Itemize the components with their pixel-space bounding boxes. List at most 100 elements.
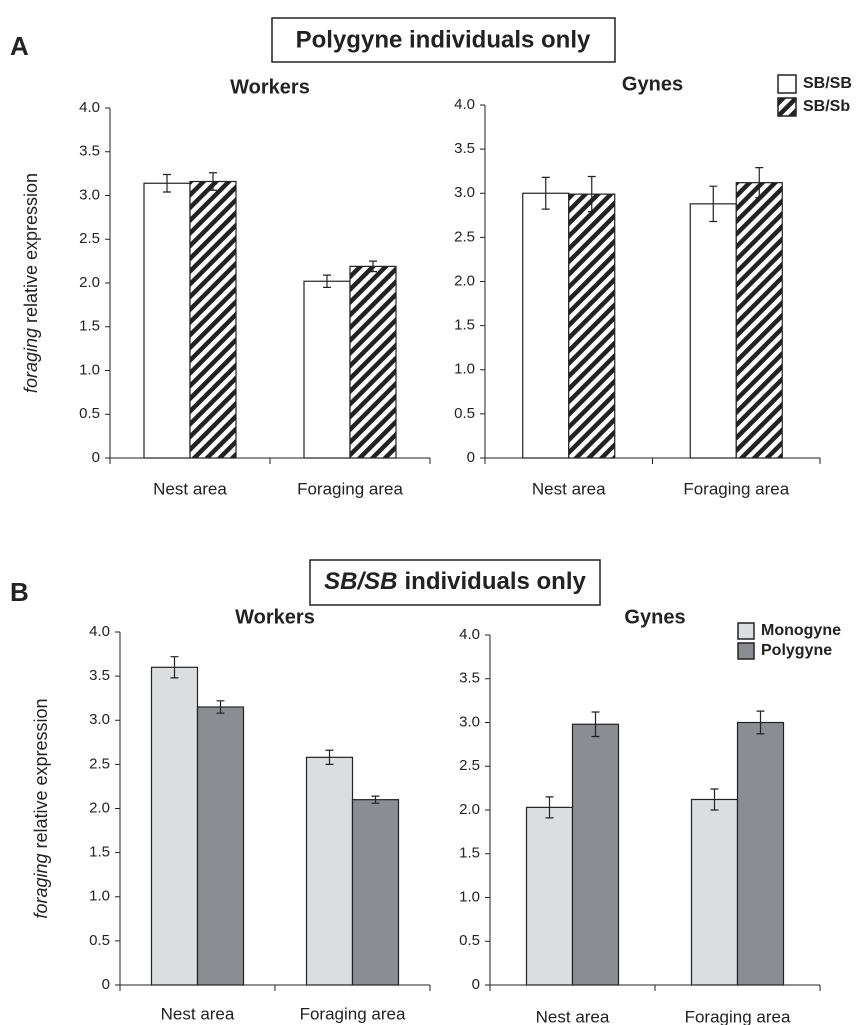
legend-swatch [777, 97, 797, 117]
legend-swatch [737, 622, 755, 640]
error-bar [541, 176, 550, 210]
error-bar [163, 173, 171, 193]
panel-heading: SB/SB individuals only [324, 568, 586, 595]
y-tick-label: 3.5 [459, 670, 480, 687]
y-tick-label: 3.5 [89, 667, 110, 684]
error-bar [209, 172, 217, 191]
y-tick-label: 0 [92, 449, 100, 466]
y-tick-label: 1.5 [79, 318, 100, 335]
y-tick-label: 1.0 [89, 888, 110, 905]
legend-label: Monogyne [761, 622, 841, 639]
bar [349, 265, 397, 459]
panel-label: A [10, 31, 29, 61]
bar [568, 193, 616, 459]
error-bar [369, 260, 377, 273]
x-tick-label: Nest area [161, 1004, 235, 1023]
bar [143, 182, 191, 459]
y-tick-label: 3.0 [459, 713, 480, 730]
bar [522, 192, 570, 459]
y-label-text: relative expression [31, 698, 51, 848]
heading-text: individuals only [405, 568, 587, 595]
y-tick-label: 3.0 [89, 711, 110, 728]
error-bar [755, 167, 764, 199]
bar [305, 756, 354, 986]
bar [571, 723, 620, 986]
bar [196, 706, 245, 986]
chart-title: Gynes [622, 73, 683, 95]
error-bar [709, 185, 718, 223]
y-tick-label: 0 [472, 976, 480, 993]
y-tick-label: 2.0 [459, 801, 480, 818]
heading-box [271, 17, 616, 63]
heading-box [309, 559, 601, 606]
y-axis-label: foraging relative expression [31, 698, 51, 918]
legend-label: SB/SB [803, 75, 852, 92]
y-tick-label: 1.5 [454, 317, 475, 334]
y-tick-label: 3.0 [79, 186, 100, 203]
y-tick-label: 0 [467, 449, 475, 466]
y-tick-label: 3.5 [454, 140, 475, 157]
error-bar [325, 749, 334, 765]
error-bar [591, 711, 600, 738]
legend-label: SB/Sb [803, 98, 850, 115]
y-tick-label: 2.5 [459, 757, 480, 774]
y-tick-label: 1.0 [79, 361, 100, 378]
error-bar [371, 795, 380, 804]
y-axis-label: foraging relative expression [21, 173, 41, 393]
y-tick-label: 4.0 [79, 99, 100, 116]
x-tick-label: Nest area [532, 479, 606, 498]
y-tick-label: 0.5 [454, 405, 475, 422]
x-tick-label: Nest area [153, 479, 227, 498]
y-tick-label: 2.5 [89, 755, 110, 772]
y-tick-label: 2.0 [79, 274, 100, 291]
bar [689, 203, 737, 459]
x-tick-label: Foraging area [683, 479, 789, 498]
y-tick-label: 1.0 [459, 888, 480, 905]
x-tick-label: Nest area [536, 1007, 610, 1025]
y-tick-label: 1.5 [459, 845, 480, 862]
y-tick-label: 3.0 [454, 184, 475, 201]
x-tick-label: Foraging area [297, 479, 403, 498]
y-tick-label: 4.0 [454, 96, 475, 113]
y-tick-label: 0.5 [79, 405, 100, 422]
chart-title: Workers [230, 76, 310, 98]
chart-title: Workers [235, 606, 315, 628]
y-tick-label: 4.0 [459, 626, 480, 643]
y-tick-label: 2.5 [454, 228, 475, 245]
legend-swatch [777, 74, 797, 94]
y-label-italic: foraging [31, 854, 51, 919]
error-bar [756, 710, 765, 735]
y-tick-label: 0.5 [89, 932, 110, 949]
legend-label: Polygyne [761, 642, 832, 659]
x-tick-label: Foraging area [300, 1004, 406, 1023]
y-tick-label: 1.5 [89, 844, 110, 861]
panel-heading: Polygyne individuals only [296, 26, 591, 53]
bar [525, 806, 574, 986]
error-bar [216, 700, 225, 714]
y-label-italic: foraging [21, 328, 41, 393]
error-bar [545, 796, 554, 819]
error-bar [170, 656, 179, 679]
bar [351, 799, 400, 986]
legend-swatch [737, 642, 755, 660]
bar [303, 280, 351, 459]
y-tick-label: 2.5 [79, 230, 100, 247]
y-tick-label: 1.0 [454, 361, 475, 378]
chart-title: Gynes [624, 606, 685, 628]
y-tick-label: 3.5 [79, 143, 100, 160]
heading-italic: SB/SB [324, 568, 397, 595]
bar [736, 721, 785, 986]
y-tick-label: 2.0 [454, 272, 475, 289]
bar [735, 182, 783, 459]
error-bar [323, 274, 331, 288]
error-bar [710, 788, 719, 811]
y-label-text: relative expression [21, 173, 41, 323]
y-tick-label: 0 [102, 976, 110, 993]
panel-label: B [10, 577, 29, 607]
bar [189, 180, 237, 459]
x-tick-label: Foraging area [685, 1007, 791, 1025]
bar [150, 666, 199, 986]
bar [690, 798, 739, 986]
error-bar [587, 175, 596, 213]
